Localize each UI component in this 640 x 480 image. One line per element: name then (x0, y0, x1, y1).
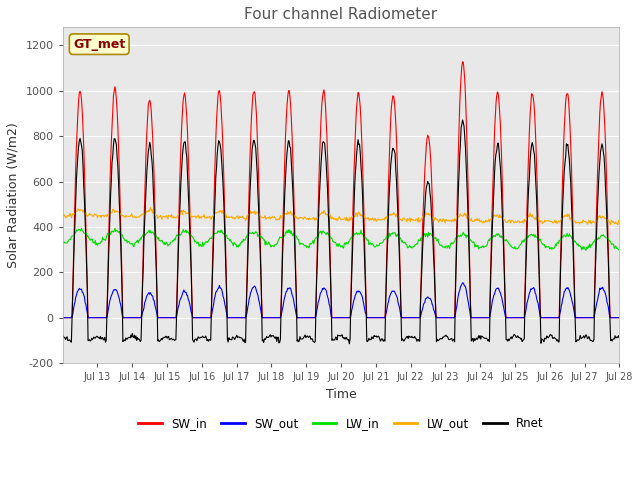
Y-axis label: Solar Radiation (W/m2): Solar Radiation (W/m2) (7, 122, 20, 268)
Title: Four channel Radiometer: Four channel Radiometer (244, 7, 438, 22)
X-axis label: Time: Time (326, 388, 356, 401)
Text: GT_met: GT_met (73, 38, 125, 51)
Legend: SW_in, SW_out, LW_in, LW_out, Rnet: SW_in, SW_out, LW_in, LW_out, Rnet (134, 413, 548, 435)
